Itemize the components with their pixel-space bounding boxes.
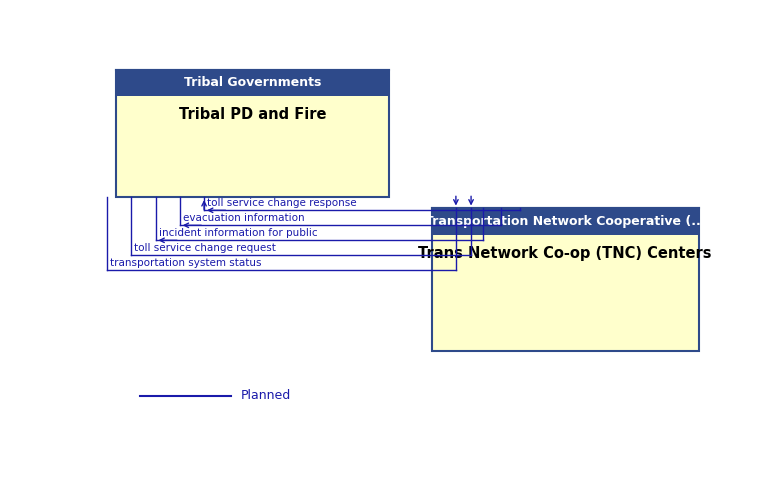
- Text: Transportation Network Cooperative (...: Transportation Network Cooperative (...: [425, 215, 705, 228]
- Text: toll service change response: toll service change response: [207, 198, 357, 208]
- Text: toll service change request: toll service change request: [135, 243, 276, 253]
- Text: Tribal Governments: Tribal Governments: [184, 76, 321, 89]
- Text: Tribal PD and Fire: Tribal PD and Fire: [179, 107, 327, 122]
- Text: Planned: Planned: [240, 390, 290, 402]
- Bar: [116, 70, 389, 197]
- Bar: [431, 208, 698, 235]
- Text: Trans Network Co-op (TNC) Centers: Trans Network Co-op (TNC) Centers: [418, 246, 712, 261]
- Text: incident information for public: incident information for public: [158, 228, 317, 238]
- Bar: [431, 208, 698, 351]
- Text: evacuation information: evacuation information: [183, 213, 305, 223]
- Bar: [116, 70, 389, 96]
- Text: transportation system status: transportation system status: [110, 258, 262, 268]
